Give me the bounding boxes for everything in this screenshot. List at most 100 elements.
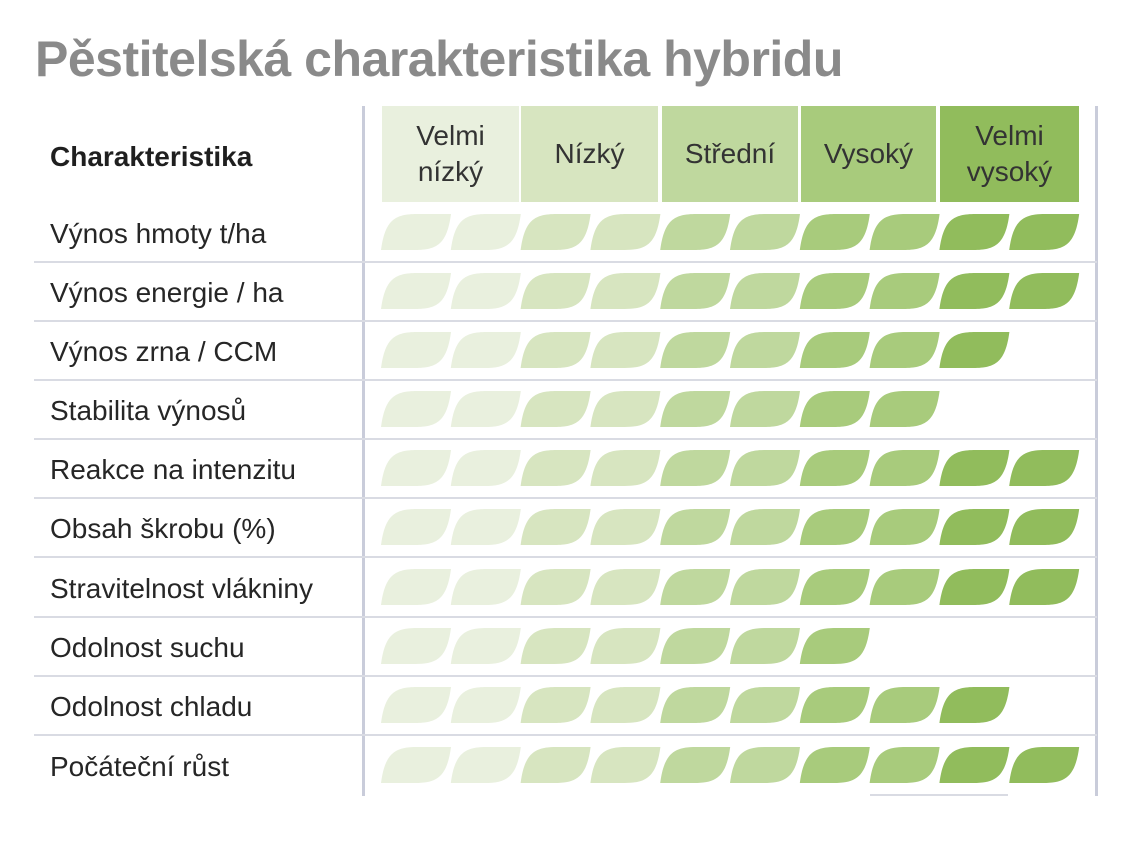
leaf-mark [381,273,451,309]
column-header: Charakteristika [50,141,253,172]
leaf-mark [520,450,591,486]
row-label: Obsah škrobu (%) [50,513,276,544]
level-header-low: Nízký [521,106,658,202]
chart-title: Pěstitelská charakteristika hybridu [35,31,843,87]
leaf-mark [730,687,800,723]
leaf-mark [869,687,940,723]
leaf-mark [939,214,1010,250]
leaf-mark [660,687,731,723]
leaf-mark [450,509,521,545]
row-label: Reakce na intenzitu [50,454,296,485]
leaf-mark [520,628,591,664]
leaf-mark [799,450,870,486]
leaf-mark [1009,273,1080,309]
leaf-mark [799,332,870,368]
row-label: Odolnost chladu [50,691,253,722]
leaf-mark [590,628,661,664]
row-label: Stravitelnost vlákniny [50,573,314,604]
leaf-mark [450,628,521,664]
row-label: Počáteční růst [50,751,229,782]
leaf-mark [450,214,521,250]
leaf-mark [939,509,1010,545]
row-divider [34,261,1097,263]
leaf-mark [869,569,940,605]
leaf-mark [869,332,940,368]
leaf-mark [730,450,800,486]
leaf-mark [381,747,451,783]
leaf-mark [590,214,661,250]
leaf-mark [450,391,521,427]
leaf-mark [660,214,731,250]
leaf-mark [730,747,800,783]
row-divider [34,320,1097,322]
leaf-mark [381,628,451,664]
leaf-mark [660,391,731,427]
right-divider [1095,106,1098,796]
leaf-mark [450,687,521,723]
leaf-mark [660,569,731,605]
leaf-mark [520,747,591,783]
leaf-mark [520,391,591,427]
leaf-mark [730,332,800,368]
row-divider [34,675,1097,677]
row-label: Výnos energie / ha [50,277,284,308]
leaf-mark [590,747,661,783]
leaf-mark [730,569,800,605]
leaf-mark [520,332,591,368]
row-divider [34,379,1097,381]
leaf-mark [730,509,800,545]
bottom-rule [870,794,1008,796]
leaf-mark [939,450,1010,486]
leaf-mark [1009,569,1080,605]
leaf-mark [1009,214,1080,250]
level-header-medium: Střední [662,106,798,202]
leaf-mark [660,747,731,783]
level-header-very-high: Velmi vysoký [940,106,1079,202]
leaf-mark [590,687,661,723]
row-divider [34,734,1097,736]
leaf-mark [381,687,451,723]
leaf-mark [381,450,451,486]
leaf-mark [730,391,800,427]
leaf-mark [939,687,1010,723]
leaf-mark [660,509,731,545]
leaf-mark [520,687,591,723]
row-label: Stabilita výnosů [50,395,247,426]
leaf-mark [450,273,521,309]
row-label: Výnos hmoty t/ha [50,218,267,249]
leaf-mark [869,747,940,783]
leaf-mark [590,509,661,545]
leaf-mark [381,391,451,427]
row-divider [34,438,1097,440]
level-header-very-low: Velmi nízký [382,106,519,202]
leaf-mark [869,214,940,250]
leaf-mark [590,391,661,427]
left-divider [362,106,365,796]
leaf-mark [869,450,940,486]
leaf-mark [520,569,591,605]
level-header-high: Vysoký [801,106,936,202]
leaf-mark [799,569,870,605]
leaf-mark [799,391,870,427]
leaf-mark [730,628,800,664]
leaf-mark [590,569,661,605]
leaf-mark [1009,747,1080,783]
leaf-mark [590,450,661,486]
leaf-mark [520,273,591,309]
leaf-mark [590,332,661,368]
leaf-mark [520,509,591,545]
leaf-mark [590,273,661,309]
leaf-mark [1009,509,1080,545]
leaf-mark [939,747,1010,783]
leaf-mark [799,628,870,664]
leaf-mark [1009,450,1080,486]
leaf-mark [939,332,1010,368]
leaf-mark [799,747,870,783]
leaf-mark [381,569,451,605]
leaf-mark [939,569,1010,605]
row-label: Odolnost suchu [50,632,245,663]
row-divider [34,556,1097,558]
leaf-mark [450,569,521,605]
leaf-mark [660,273,731,309]
